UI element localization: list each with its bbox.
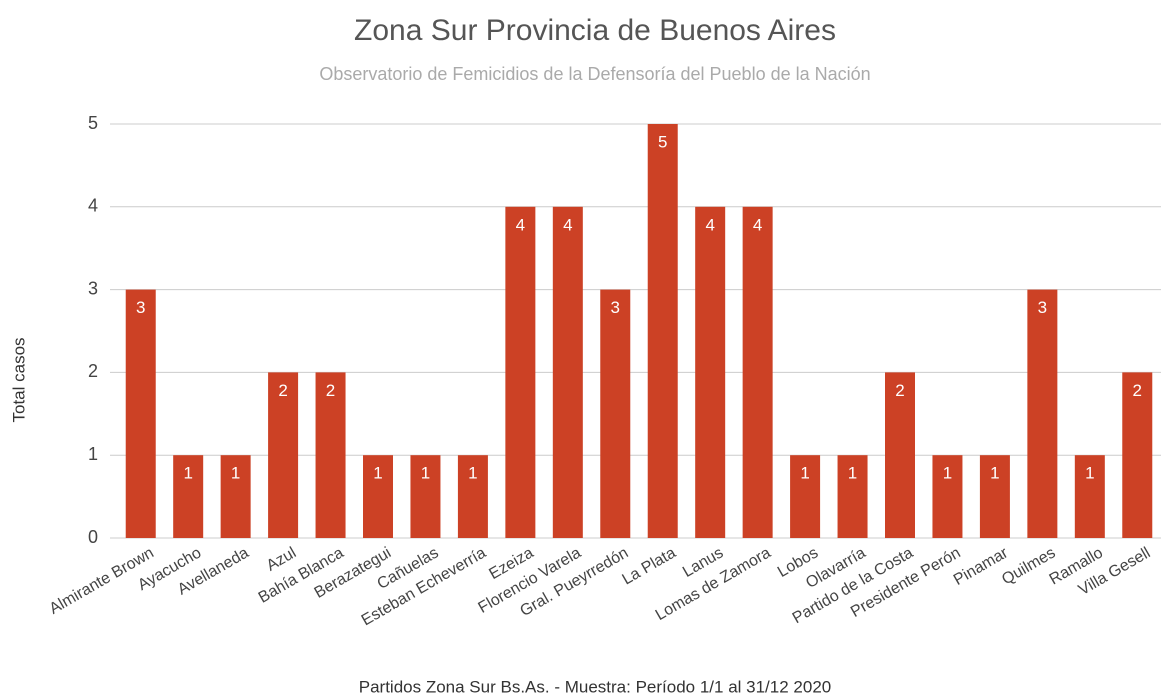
bar [505, 206, 536, 539]
data-label: 1 [1085, 464, 1094, 483]
data-label: 5 [658, 132, 667, 151]
data-label: 4 [563, 215, 572, 234]
bar [173, 455, 204, 538]
bar [363, 455, 393, 538]
data-label: 1 [183, 464, 192, 483]
bar [647, 124, 678, 538]
data-label: 2 [1133, 381, 1142, 400]
bar [837, 455, 868, 538]
data-label: 1 [943, 464, 952, 483]
data-label: 1 [231, 464, 240, 483]
bar [979, 455, 1010, 538]
bar [1074, 455, 1105, 538]
y-tick-label: 2 [88, 361, 98, 381]
bar [885, 372, 915, 538]
data-label: 4 [753, 215, 762, 234]
bar [315, 372, 346, 538]
y-tick-label: 5 [88, 113, 98, 133]
bar [600, 289, 631, 538]
data-label: 1 [373, 464, 382, 483]
bar [552, 206, 583, 539]
bar [1122, 372, 1153, 538]
y-tick-label: 1 [88, 444, 98, 464]
y-tick-label: 4 [88, 196, 98, 216]
chart-subtitle: Observatorio de Femicidios de la Defenso… [319, 64, 870, 84]
x-axis-title: Partidos Zona Sur Bs.As. - Muestra: Perí… [359, 677, 831, 696]
data-label: 1 [848, 464, 857, 483]
data-label: 4 [516, 215, 525, 234]
y-tick-label: 0 [88, 527, 98, 547]
data-label: 2 [278, 381, 287, 400]
bar [1027, 289, 1058, 538]
data-label: 2 [326, 381, 335, 400]
data-label: 3 [611, 298, 620, 317]
data-label: 1 [421, 464, 430, 483]
data-label: 3 [136, 298, 145, 317]
data-label: 2 [895, 381, 904, 400]
bar [268, 372, 299, 538]
data-label: 1 [990, 464, 999, 483]
bar [125, 289, 156, 538]
bar [742, 206, 773, 539]
x-tick-label: Pinamar [951, 544, 1012, 589]
bar [457, 455, 488, 538]
y-tick-label: 3 [88, 278, 98, 298]
bar [410, 455, 441, 538]
data-label: 1 [468, 464, 477, 483]
data-label: 4 [705, 215, 714, 234]
y-axis-title: Total casos [9, 337, 28, 422]
bar [790, 455, 821, 538]
bar [932, 455, 963, 538]
chart-title: Zona Sur Provincia de Buenos Aires [354, 14, 836, 47]
bar [695, 206, 726, 539]
x-tick-label: Quilmes [999, 544, 1058, 588]
bar [220, 455, 251, 538]
x-tick-label: La Plata [619, 544, 678, 588]
data-label: 3 [1038, 298, 1047, 317]
data-label: 1 [800, 464, 809, 483]
